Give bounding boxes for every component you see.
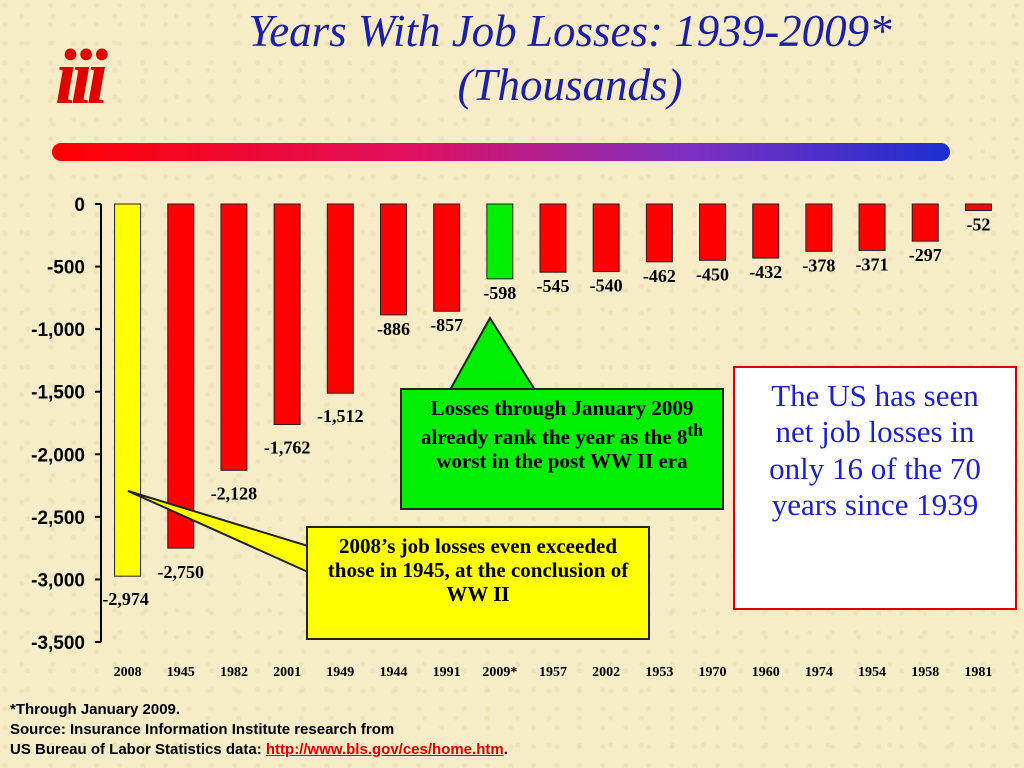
footnote-line-3: US Bureau of Labor Statistics data: http… bbox=[10, 740, 508, 760]
bar bbox=[539, 203, 567, 273]
x-tick-label: 1944 bbox=[379, 665, 407, 680]
footnote-line-1: *Through January 2009. bbox=[10, 701, 181, 718]
footnote-suffix: . bbox=[503, 741, 508, 758]
summary-box-text: The US has seen net job losses in only 1… bbox=[769, 378, 981, 522]
bar bbox=[114, 203, 142, 577]
x-tick-label: 2001 bbox=[273, 665, 301, 680]
data-label: -297 bbox=[909, 245, 942, 265]
data-label: -540 bbox=[590, 276, 623, 296]
title-line-2: (Thousands) bbox=[457, 60, 683, 110]
x-tick-label: 1953 bbox=[645, 665, 673, 680]
x-tick-label: 1954 bbox=[858, 665, 886, 680]
y-tick-label: -2,500 bbox=[31, 508, 85, 529]
x-tick-label: 1958 bbox=[911, 665, 939, 680]
y-tick-label: -500 bbox=[47, 258, 85, 279]
bar bbox=[273, 203, 301, 426]
bar bbox=[752, 203, 780, 259]
data-label: -2,750 bbox=[158, 562, 205, 582]
yellow-callout: 2008’s job losses even exceeded those in… bbox=[306, 526, 650, 640]
x-tick-label: 1957 bbox=[539, 665, 567, 680]
bar bbox=[326, 203, 354, 394]
data-label: -857 bbox=[430, 315, 463, 335]
y-tick-label: 0 bbox=[74, 195, 85, 216]
data-label: -886 bbox=[377, 319, 410, 339]
bar bbox=[486, 203, 514, 280]
bls-source-link[interactable]: http://www.bls.gov/ces/home.htm bbox=[265, 741, 504, 758]
data-label: -1,512 bbox=[317, 406, 364, 426]
y-tick-label: -3,500 bbox=[31, 633, 85, 654]
x-tick-label: 2009* bbox=[482, 665, 517, 680]
green-callout-text-end: worst in the post WW II era bbox=[436, 449, 688, 474]
bar bbox=[220, 203, 248, 471]
iii-logo: iii bbox=[55, 33, 108, 120]
page-title: Years With Job Losses: 1939-2009* (Thous… bbox=[140, 4, 1000, 112]
x-tick-label: 2002 bbox=[592, 665, 620, 680]
x-tick-label: 1974 bbox=[805, 665, 833, 680]
title-divider-bar bbox=[52, 143, 950, 161]
bar bbox=[592, 203, 620, 273]
x-tick-label: 1991 bbox=[433, 665, 461, 680]
bars-group: 2008 -2,974 1945 -2,750 1982 -2,128 2001 -1,762… bbox=[102, 203, 992, 680]
y-tick-label: -2,000 bbox=[31, 445, 85, 466]
data-label: -598 bbox=[483, 283, 516, 303]
bar bbox=[858, 203, 886, 251]
bar bbox=[379, 203, 407, 316]
y-tick-label: -3,000 bbox=[31, 570, 85, 591]
x-tick-label: 1945 bbox=[167, 665, 195, 680]
title-line-1: Years With Job Losses: 1939-2009* bbox=[248, 6, 892, 56]
bar bbox=[699, 203, 727, 261]
data-label: -1,762 bbox=[264, 438, 311, 458]
bar bbox=[167, 203, 195, 549]
data-label: -462 bbox=[643, 266, 676, 286]
footnote-line-2: Source: Insurance Information Institute … bbox=[10, 721, 395, 738]
x-tick-label: 2008 bbox=[114, 665, 142, 680]
bar bbox=[911, 203, 939, 242]
callout-pointers bbox=[127, 316, 537, 574]
data-label: -450 bbox=[696, 264, 729, 284]
data-label: -545 bbox=[537, 276, 570, 296]
footnote: *Through January 2009. Source: Insurance… bbox=[10, 700, 508, 760]
x-tick-label: 1981 bbox=[964, 665, 992, 680]
y-tick-label: -1,000 bbox=[31, 320, 85, 341]
footnote-prefix: US Bureau of Labor Statistics data: bbox=[10, 741, 266, 758]
data-label: -2,128 bbox=[211, 483, 258, 503]
green-callout-text: Losses through January 2009 already rank… bbox=[421, 396, 694, 450]
green-callout-sup: th bbox=[687, 420, 703, 441]
y-axis: 0 -500 -1,000 -1,500 -2,000 -2,500 -3,000 -3,50… bbox=[31, 195, 102, 654]
bar-chart: 0 -500 -1,000 -1,500 -2,000 -2,500 -3,000 -3,50… bbox=[31, 195, 992, 680]
yellow-callout-text: 2008’s job losses even exceeded those in… bbox=[327, 534, 629, 607]
bar bbox=[805, 203, 833, 252]
x-tick-label: 1949 bbox=[326, 665, 354, 680]
bar bbox=[645, 203, 673, 263]
summary-box: The US has seen net job losses in only 1… bbox=[733, 366, 1017, 610]
data-label: -52 bbox=[966, 215, 990, 235]
data-label: -432 bbox=[749, 262, 782, 282]
data-label: -378 bbox=[802, 255, 835, 275]
y-tick-label: -1,500 bbox=[31, 383, 85, 404]
x-tick-label: 1970 bbox=[699, 665, 727, 680]
x-tick-label: 1960 bbox=[752, 665, 780, 680]
bar bbox=[964, 203, 992, 212]
data-label: -2,974 bbox=[102, 589, 149, 609]
data-label: -371 bbox=[856, 254, 889, 274]
green-callout: Losses through January 2009 already rank… bbox=[400, 388, 724, 510]
x-tick-label: 1982 bbox=[220, 665, 248, 680]
bar bbox=[433, 203, 461, 312]
